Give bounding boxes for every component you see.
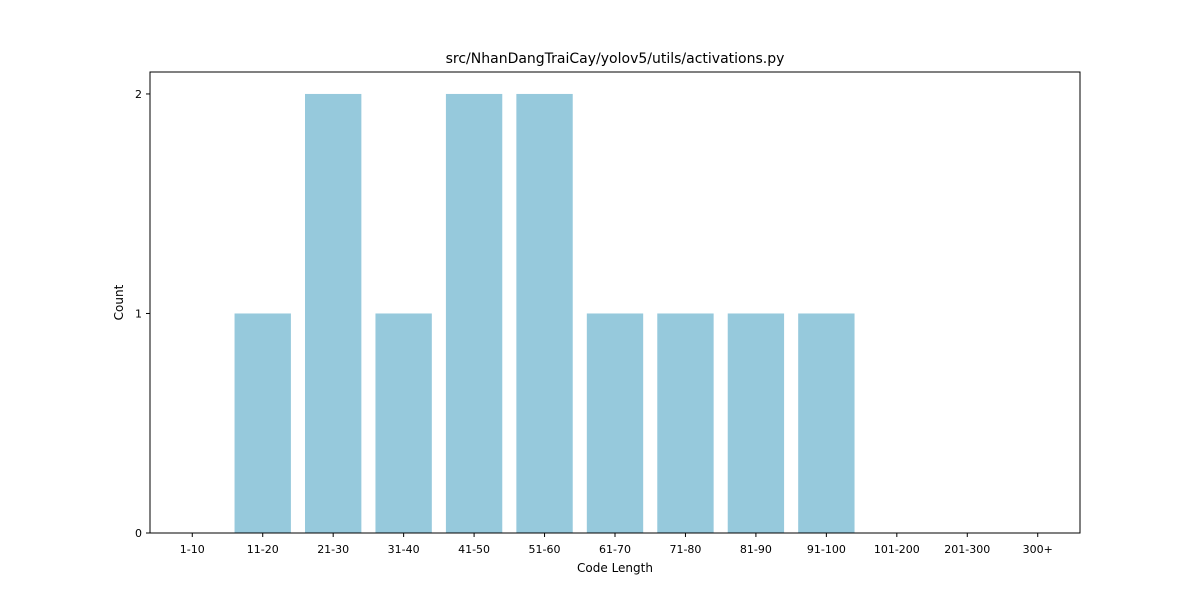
- y-tick-label: 0: [135, 527, 142, 540]
- bar-71-80: [657, 313, 714, 533]
- bar-31-40: [375, 313, 432, 533]
- bar-21-30: [305, 93, 362, 533]
- x-tick-label: 31-40: [388, 543, 420, 556]
- bars-layer: [234, 93, 855, 533]
- x-tick-label: 21-30: [317, 543, 349, 556]
- bar-11-20: [234, 313, 291, 533]
- x-axis-label: Code Length: [577, 561, 653, 575]
- x-tick-label: 1-10: [180, 543, 205, 556]
- bar-61-70: [586, 313, 644, 533]
- x-tick-label: 71-80: [669, 543, 701, 556]
- x-tick-label: 81-90: [740, 543, 772, 556]
- x-tick-label: 51-60: [529, 543, 561, 556]
- x-axis-ticks: 1-10 11-20 21-30 31-40 41-50 51-60 61-70 71-80 8…: [180, 533, 1053, 556]
- plot-frame: [149, 71, 1081, 534]
- x-tick-label: 11-20: [247, 543, 279, 556]
- bar-51-60: [516, 93, 573, 533]
- bar-81-90: [727, 313, 785, 533]
- x-tick-label: 300+: [1023, 543, 1053, 556]
- bar-41-50: [445, 93, 503, 533]
- y-axis-ticks: 0 1 2: [135, 88, 150, 540]
- x-tick-label: 41-50: [458, 543, 490, 556]
- x-tick-label: 101-200: [874, 543, 920, 556]
- chart-title: src/NhanDangTraiCay/yolov5/utils/activat…: [446, 51, 785, 67]
- y-tick-label: 2: [135, 88, 142, 101]
- x-tick-label: 91-100: [807, 543, 846, 556]
- y-tick-label: 1: [135, 307, 142, 320]
- x-tick-label: 201-300: [944, 543, 990, 556]
- y-axis-label: Count: [112, 284, 126, 320]
- bar-91-100: [798, 313, 855, 533]
- x-tick-label: 61-70: [599, 543, 631, 556]
